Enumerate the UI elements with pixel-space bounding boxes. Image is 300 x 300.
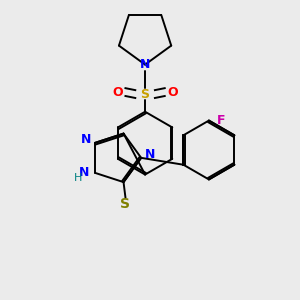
Text: H: H [74, 173, 82, 183]
Text: F: F [217, 114, 225, 127]
Text: N: N [145, 148, 155, 161]
Text: N: N [79, 167, 89, 179]
Text: O: O [167, 85, 178, 99]
Text: N: N [140, 58, 150, 71]
Text: N: N [81, 134, 91, 146]
Text: S: S [141, 88, 150, 100]
Text: O: O [112, 85, 123, 99]
Text: S: S [121, 197, 130, 211]
